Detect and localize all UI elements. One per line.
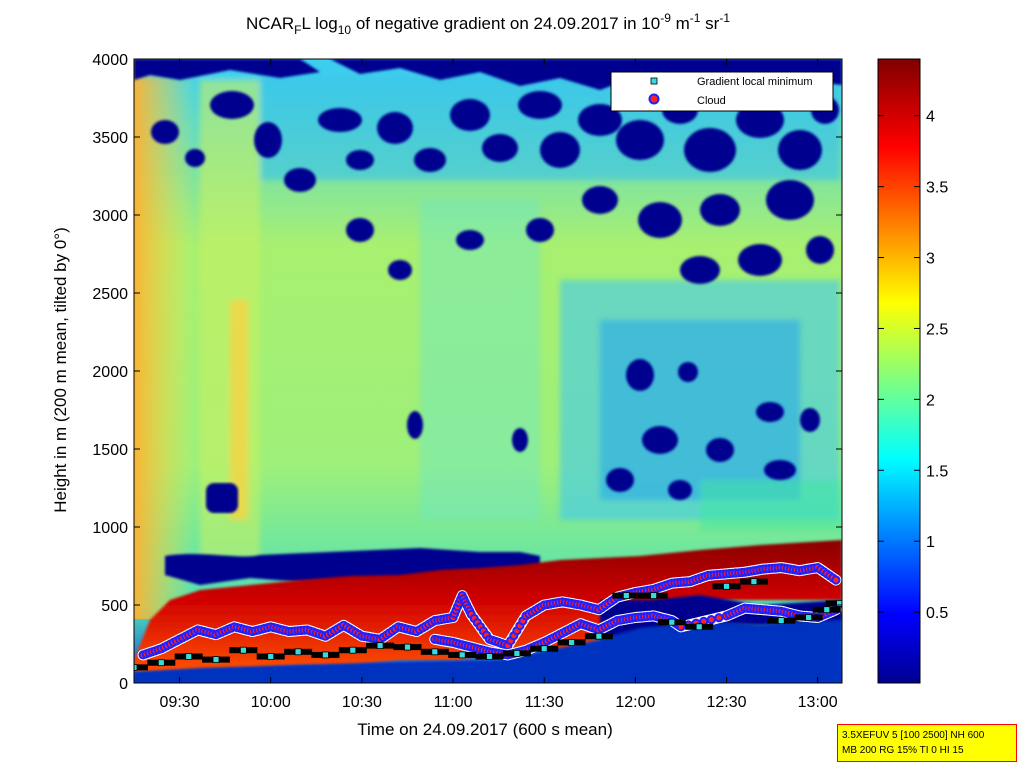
y-tick-label: 1500 (92, 442, 128, 459)
gradient-minimum-point (239, 646, 247, 654)
gradient-minimum-marker-series (134, 578, 842, 671)
y-tick-label: 2000 (92, 364, 128, 381)
legend-circle-marker-icon (648, 93, 660, 105)
x-tick-label: 11:00 (434, 694, 473, 711)
gradient-minimum-point (750, 578, 758, 585)
y-tick-label: 2500 (92, 286, 128, 303)
y-axis-label: Height in m (200 m mean, tilted by 0°) (51, 227, 70, 513)
heatmap-low-value-patches (134, 59, 842, 500)
y-tick-label: 0 (119, 676, 128, 693)
y-tick-label: 500 (101, 598, 128, 615)
colorbar-tick-label: 2 (926, 392, 935, 409)
gradient-minimum-point (723, 582, 730, 590)
legend-box (610, 71, 834, 112)
gradient-minimum-point (650, 592, 657, 599)
legend-square-marker-icon (650, 77, 658, 85)
y-tick-label: 3000 (92, 208, 128, 225)
legend: Gradient local minimum Cloud (610, 71, 834, 112)
x-tick-label: 12:30 (707, 694, 747, 711)
gradient-minimum-point (823, 606, 831, 614)
gradient-minimum-point (836, 600, 842, 607)
gradient-minimum-point (376, 642, 384, 649)
colorbar-tick-label: 3.5 (926, 180, 948, 197)
processing-parameters-box: 3.5XEFUV 5 [100 2500] NH 600 MB 200 RG 1… (837, 724, 1017, 762)
gradient-minimum-point (134, 664, 138, 671)
legend-entry-gradient-minimum: Gradient local minimum (697, 76, 813, 88)
colorbar-tick-label: 4 (926, 109, 935, 126)
gradient-minimum-point (321, 651, 329, 659)
gradient-minimum-point (622, 592, 630, 599)
y-axis: 0 500 1000 1500 2000 2500 3000 3500 4000 (92, 52, 842, 693)
gradient-minimum-point (486, 653, 493, 660)
cloud-marker-series (137, 562, 842, 661)
colorbar-tick-label: 1 (926, 534, 935, 551)
gradient-minimum-point (458, 651, 466, 659)
heatmap-texture (134, 59, 842, 560)
gradient-minimum-point (805, 614, 812, 621)
gradient-minimum-point (185, 653, 193, 660)
colorbar-ticks: 0.5 1 1.5 2 2.5 3 3.5 4 (878, 109, 948, 622)
gradient-minimum-point (568, 639, 575, 646)
gradient-minimum-point (157, 659, 165, 667)
x-axis-label: Time on 24.09.2017 (600 s mean) (357, 720, 612, 739)
gradient-minimum-point (695, 623, 703, 631)
low-value-patch-1200m (206, 483, 238, 513)
colorbar-tick-label: 0.5 (926, 605, 948, 622)
gradient-minimum-point (404, 643, 411, 651)
colorbar-tick-label: 1.5 (926, 463, 948, 480)
colorbar-tick-label: 2.5 (926, 321, 948, 338)
processing-parameters-line-2: MB 200 RG 15% TI 0 HI 15 (842, 745, 964, 756)
cloud-point (706, 615, 716, 625)
gradient-minimum-segment (134, 664, 148, 671)
colorbar-gradient (878, 59, 920, 683)
x-tick-label: 11:30 (525, 694, 564, 711)
x-tick-label: 13:00 (798, 694, 838, 711)
x-tick-label: 09:30 (160, 694, 200, 711)
heatmap-warm-edge (134, 59, 194, 619)
gradient-minimum-segment (825, 600, 842, 607)
colorbar-tick-label: 3 (926, 251, 935, 268)
high-value-band (134, 540, 842, 672)
cloud-point (831, 575, 841, 585)
x-tick-label: 12:00 (615, 694, 655, 711)
gradient-minimum-point (595, 632, 603, 640)
y-tick-label: 3500 (92, 130, 128, 147)
y-tick-label: 1000 (92, 520, 128, 537)
gradient-minimum-point (431, 648, 439, 656)
y-tick-label: 4000 (92, 52, 128, 69)
gradient-minimum-point (540, 645, 548, 653)
chart-title: NCARFL log10 of negative gradient on 24.… (246, 11, 730, 37)
legend-entry-cloud: Cloud (697, 95, 726, 107)
colorbar: 0.5 1 1.5 2 2.5 3 3.5 4 (877, 58, 948, 684)
gradient-minimum-point (294, 648, 302, 656)
cloud-point (714, 613, 724, 623)
boundary-layer-base (134, 618, 842, 683)
x-tick-label: 10:30 (342, 694, 382, 711)
processing-parameters-line-1: 3.5XEFUV 5 [100 2500] NH 600 (842, 730, 985, 741)
colorbar-frame (877, 58, 921, 684)
gradient-minimum-point (267, 653, 275, 660)
gradient-minimum-point (777, 617, 785, 624)
heatmap-plot-area (134, 59, 842, 683)
x-tick-label: 10:00 (251, 694, 291, 711)
gradient-minimum-point (212, 656, 220, 663)
x-axis: 09:30 10:00 10:30 11:00 11:30 12:00 12:30 13:00 (160, 59, 838, 711)
gradient-minimum-point (513, 650, 521, 657)
gradient-minimum-point (668, 618, 676, 626)
gradient-minimum-point (349, 646, 357, 654)
